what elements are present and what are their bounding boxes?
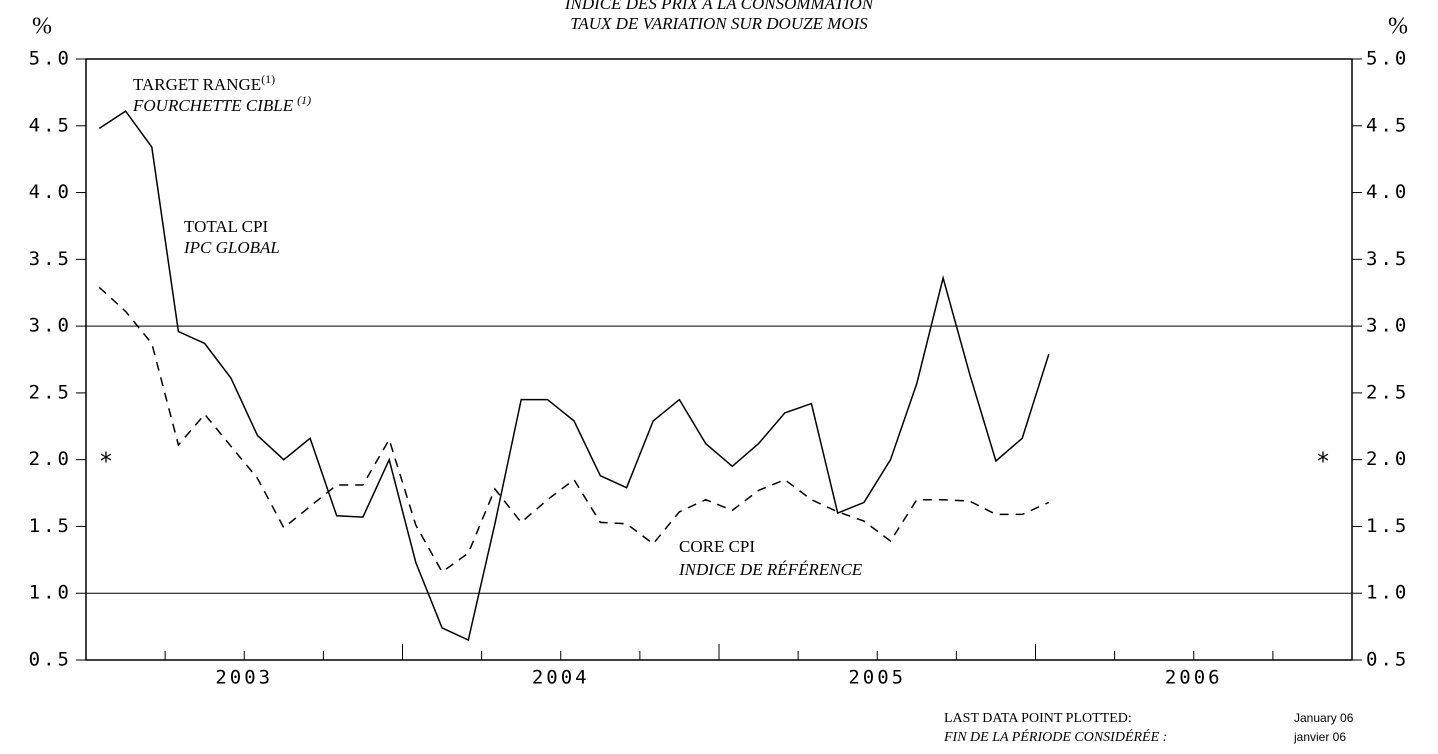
y-tick-label: 4.0	[1366, 181, 1409, 203]
y-unit-left: %	[32, 14, 52, 40]
y-tick-label: 5.0	[1366, 48, 1409, 70]
y-tick-label: 3.5	[1366, 248, 1409, 270]
x-tick-label: 2004	[532, 667, 590, 689]
last-point-label: LAST DATA POINT PLOTTED:	[944, 711, 1132, 726]
target-label-fr: FOURCHETTE CIBLE (1)	[132, 93, 311, 115]
footnote-ref: (1)	[261, 72, 275, 86]
target-midpoint: *	[99, 448, 113, 476]
x-tick-label: 2003	[215, 667, 273, 689]
y-tick-label: 2.0	[1366, 448, 1409, 470]
y-tick-label: 3.5	[29, 248, 72, 270]
x-tick-label: 2005	[848, 667, 906, 689]
y-tick-label: 4.5	[1366, 114, 1409, 136]
y-tick-label: 1.0	[29, 582, 72, 604]
y-unit-right: %	[1388, 14, 1408, 40]
y-tick-label: 1.5	[29, 515, 72, 537]
series-line	[98, 286, 1050, 573]
y-tick-label: 0.5	[29, 649, 72, 671]
y-tick-label: 4.0	[29, 181, 72, 203]
target-midpoint: *	[1316, 448, 1330, 476]
y-tick-label: 2.5	[1366, 381, 1409, 403]
series-label: CORE CPI	[679, 537, 755, 556]
series-label: TOTAL CPI	[184, 217, 268, 236]
y-tick-label: 4.5	[29, 114, 72, 136]
series-line	[98, 110, 1050, 642]
series-label-fr: INDICE DE RÉFÉRENCE	[678, 560, 863, 579]
chart-subtitle: TAUX DE VARIATION SUR DOUZE MOIS	[570, 14, 868, 33]
last-point-value: January 06	[1294, 711, 1354, 725]
chart-title: INDICE DES PRIX À LA CONSOMMATION	[564, 0, 875, 13]
target-label-en: TARGET RANGE	[133, 75, 261, 94]
y-tick-label: 3.0	[1366, 315, 1409, 337]
footnote-ref: (1)	[297, 93, 311, 107]
last-point-value-fr: janvier 06	[1293, 730, 1346, 744]
y-tick-label: 1.0	[1366, 582, 1409, 604]
x-tick-label: 2006	[1165, 667, 1223, 689]
series-label-fr: IPC GLOBAL	[183, 238, 280, 257]
y-tick-label: 3.0	[29, 315, 72, 337]
y-tick-label: 2.0	[29, 448, 72, 470]
last-point-label-fr: FIN DE LA PÉRIODE CONSIDÉRÉE :	[943, 728, 1167, 745]
y-tick-label: 5.0	[29, 48, 72, 70]
y-tick-label: 2.5	[29, 381, 72, 403]
y-tick-label: 1.5	[1366, 515, 1409, 537]
target-label: TARGET RANGE(1)	[133, 72, 275, 94]
target-label-fr-text: FOURCHETTE CIBLE	[132, 96, 294, 115]
y-tick-label: 0.5	[1366, 649, 1409, 671]
